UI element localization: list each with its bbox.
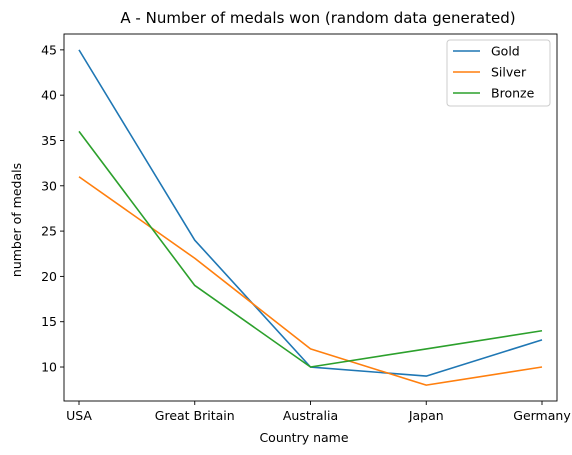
- y-axis-title: number of medals: [9, 163, 24, 277]
- y-tick-label: 40: [41, 88, 57, 103]
- x-tick-label: Great Britain: [155, 408, 235, 423]
- legend-label-silver: Silver: [491, 65, 527, 80]
- y-tick-label: 20: [41, 269, 57, 284]
- series-layer: [78, 49, 543, 386]
- y-tick-label: 10: [41, 360, 57, 375]
- y-tick-label: 25: [41, 224, 57, 239]
- y-tick-label: 45: [41, 42, 57, 57]
- x-tick-label: Japan: [408, 408, 444, 423]
- y-tick-label: 35: [41, 133, 57, 148]
- x-tick-label: USA: [66, 408, 92, 423]
- legend-label-bronze: Bronze: [491, 86, 535, 101]
- x-axis-title: Country name: [259, 430, 348, 445]
- axes-layer: USA Great Britain Australia Japan Germany 10 1…: [41, 33, 571, 423]
- y-tick-label: 15: [41, 314, 57, 329]
- chart-title: A - Number of medals won (random data ge…: [120, 9, 515, 27]
- legend-box: [446, 39, 551, 107]
- x-tick-label: Germany: [513, 408, 571, 423]
- y-tick-label: 30: [41, 178, 57, 193]
- legend: Gold Silver Bronze: [446, 39, 551, 107]
- x-tick-label: Australia: [283, 408, 338, 423]
- legend-label-gold: Gold: [491, 44, 520, 59]
